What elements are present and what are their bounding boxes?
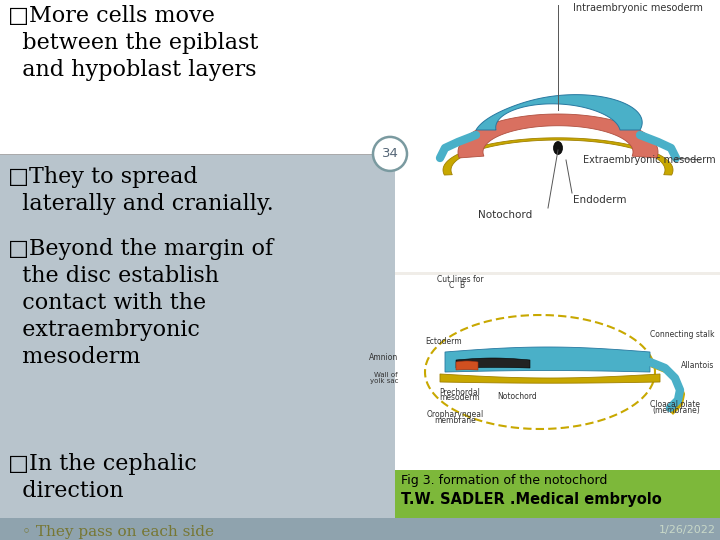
Text: C: C <box>449 281 454 290</box>
Text: 1/26/2022: 1/26/2022 <box>659 525 716 535</box>
Bar <box>395 0 720 518</box>
PathPatch shape <box>476 94 642 130</box>
Text: Wall of: Wall of <box>374 372 398 378</box>
Text: Cut lines for: Cut lines for <box>437 275 483 284</box>
Text: □More cells move
  between the epiblast
  and hypoblast layers: □More cells move between the epiblast an… <box>8 5 258 81</box>
Ellipse shape <box>554 141 562 154</box>
PathPatch shape <box>458 114 658 158</box>
Text: membrane: membrane <box>434 416 476 425</box>
Text: □Beyond the margin of
  the disc establish
  contact with the
  extraembryonic
 : □Beyond the margin of the disc establish… <box>8 238 273 368</box>
Bar <box>395 470 720 518</box>
Text: mesoderm: mesoderm <box>440 393 480 402</box>
Text: yolk sac: yolk sac <box>369 378 398 384</box>
PathPatch shape <box>456 361 478 370</box>
Text: Notochord: Notochord <box>497 392 536 401</box>
Bar <box>395 275 720 470</box>
Text: Cloacal plate: Cloacal plate <box>650 400 700 409</box>
Text: Extraembryonic mesoderm: Extraembryonic mesoderm <box>583 155 716 165</box>
Text: Fig 3. formation of the notochord: Fig 3. formation of the notochord <box>401 474 608 487</box>
Text: Endoderm: Endoderm <box>573 195 626 205</box>
Text: Allantois: Allantois <box>680 361 714 369</box>
PathPatch shape <box>445 347 650 372</box>
Text: Ectoderm: Ectoderm <box>425 338 462 347</box>
Text: Amnion: Amnion <box>369 354 398 362</box>
Text: □In the cephalic
  direction: □In the cephalic direction <box>8 453 197 502</box>
PathPatch shape <box>440 374 660 383</box>
Text: Notochord: Notochord <box>478 210 532 220</box>
Text: Connecting stalk: Connecting stalk <box>649 330 714 339</box>
Bar <box>0 518 720 540</box>
Text: 34: 34 <box>382 147 398 160</box>
Text: B: B <box>459 281 464 290</box>
Text: Intraembryonic mesoderm: Intraembryonic mesoderm <box>573 3 703 13</box>
Text: Prechordal: Prechordal <box>440 388 480 397</box>
Text: ◦ They pass on each side: ◦ They pass on each side <box>22 525 214 539</box>
PathPatch shape <box>443 138 673 175</box>
Circle shape <box>373 137 407 171</box>
Bar <box>395 0 720 272</box>
Text: (membrane): (membrane) <box>652 406 700 415</box>
PathPatch shape <box>456 358 530 368</box>
Text: Oropharyngeal: Oropharyngeal <box>426 410 484 419</box>
Bar <box>0 0 395 154</box>
Text: □They to spread
  laterally and cranially.: □They to spread laterally and cranially. <box>8 166 274 215</box>
Text: T.W. SADLER .Medical embryolo: T.W. SADLER .Medical embryolo <box>401 492 662 507</box>
